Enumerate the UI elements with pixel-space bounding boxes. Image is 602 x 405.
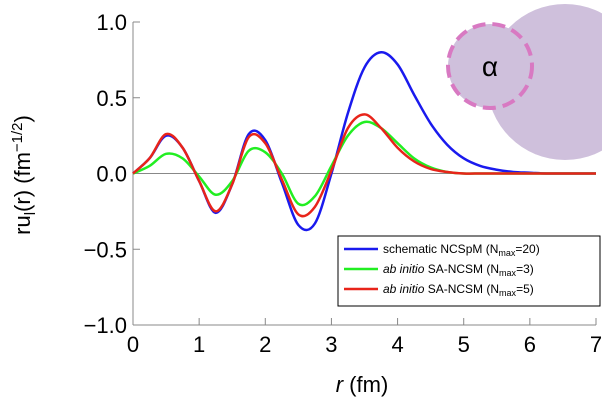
x-label-part: (fm) [343, 372, 388, 397]
y-label-part: (r) (fm [10, 152, 35, 212]
x-tick-label: 6 [524, 332, 536, 357]
x-tick-label: 1 [193, 332, 205, 357]
legend-label-part: ab initio [383, 282, 425, 296]
legend-label-part: max [499, 268, 517, 278]
y-label-part: l [22, 212, 39, 215]
legend [337, 235, 601, 307]
legend-label-part: schematic NCSpM (N [383, 242, 498, 256]
legend-label-part: =20) [515, 242, 539, 256]
y-label-part: ) [10, 115, 35, 122]
y-label-part: −1/2 [9, 122, 26, 152]
x-tick-label: 7 [590, 332, 602, 357]
x-tick-label: 0 [127, 332, 139, 357]
legend-label-part: max [498, 248, 516, 258]
legend-label-part: SA-NCSM (N [424, 282, 499, 296]
x-tick-label: 4 [391, 332, 403, 357]
series-line [132, 113, 596, 218]
y-tick-label: −1.0 [84, 313, 127, 338]
legend-label: ab initio SA-NCSM (Nmax=5) [383, 282, 534, 298]
x-label-part: r [336, 372, 345, 397]
legend-label-part: ab initio [383, 262, 425, 276]
legend-label: ab initio SA-NCSM (Nmax=3) [383, 262, 534, 278]
x-tick-label: 3 [325, 332, 337, 357]
y-tick-label: 0.0 [96, 162, 127, 187]
legend-label: schematic NCSpM (Nmax=20) [383, 242, 540, 258]
annotation: α [482, 51, 498, 82]
x-axis-label: r (fm) [336, 372, 389, 397]
legend-label-part: =5) [516, 282, 534, 296]
x-tick-label: 2 [259, 332, 271, 357]
alpha-particle [446, 22, 534, 110]
y-tick-label: 0.5 [96, 86, 127, 111]
x-tick-label: 5 [458, 332, 470, 357]
y-tick-label: −0.5 [84, 237, 127, 262]
y-axis-label: rul(r) (fm−1/2) [9, 115, 39, 235]
y-tick-label: 1.0 [96, 10, 127, 35]
y-label-part: ru [10, 215, 35, 235]
legend-label-part: max [499, 288, 517, 298]
legend-label-part: =3) [516, 262, 534, 276]
legend-label-part: SA-NCSM (N [424, 262, 499, 276]
